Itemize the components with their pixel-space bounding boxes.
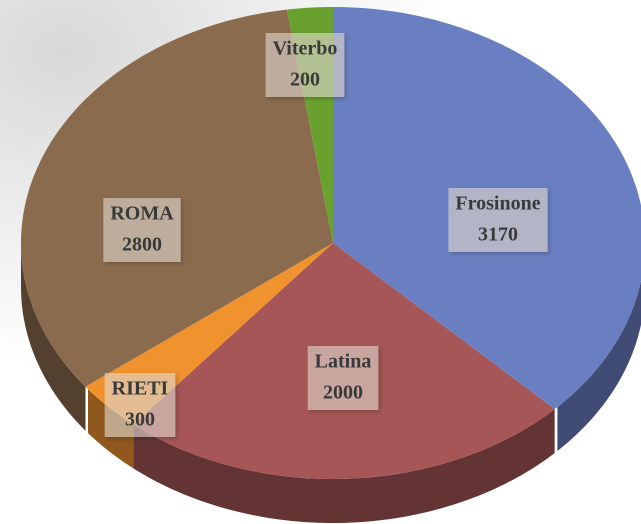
label-value: 3170 xyxy=(478,224,518,246)
label-box xyxy=(265,33,345,97)
label-box xyxy=(103,198,181,262)
label-value: 2000 xyxy=(323,382,363,404)
label-category: ROMA xyxy=(110,203,174,225)
label-category: Latina xyxy=(315,351,372,373)
data-labels: Frosinone 3170 Latina 2000 RIETI 300 ROMA 2800 V… xyxy=(103,33,548,437)
data-label: Frosinone 3170 xyxy=(448,188,548,252)
label-box xyxy=(448,188,548,252)
data-label: Viterbo 200 xyxy=(265,33,345,97)
label-value: 2800 xyxy=(122,234,162,256)
slice-side xyxy=(133,409,555,523)
label-box xyxy=(307,346,379,410)
label-value: 300 xyxy=(125,409,155,431)
slice-side xyxy=(21,245,86,431)
label-value: 200 xyxy=(290,69,320,91)
data-label: Latina 2000 xyxy=(307,346,379,410)
label-category: RIETI xyxy=(112,378,169,400)
label-category: Viterbo xyxy=(273,38,338,60)
label-category: Frosinone xyxy=(455,193,540,215)
slice-side xyxy=(557,280,641,451)
label-box xyxy=(104,373,176,437)
data-label: ROMA 2800 xyxy=(103,198,181,262)
data-label: RIETI 300 xyxy=(104,373,176,437)
